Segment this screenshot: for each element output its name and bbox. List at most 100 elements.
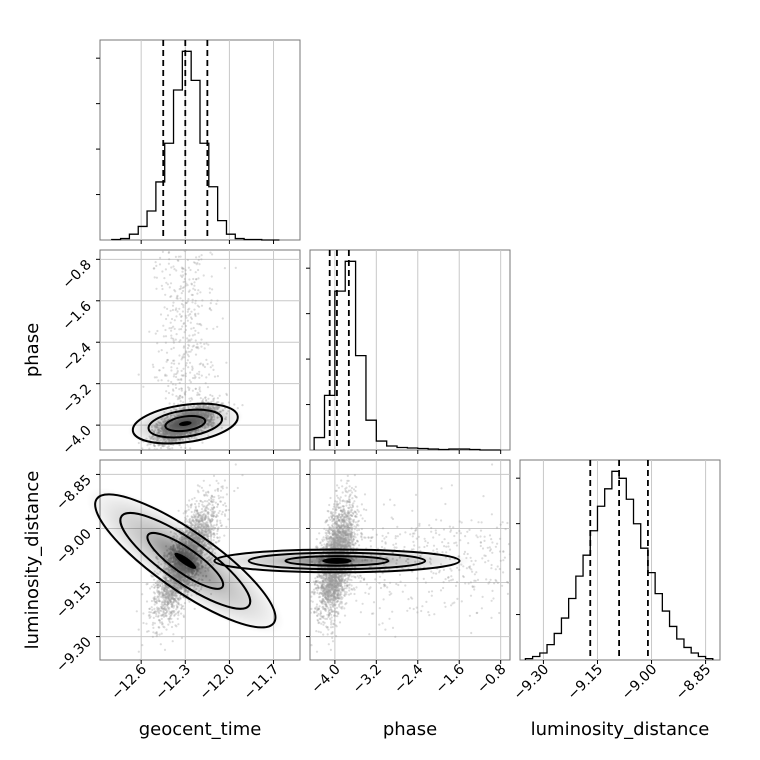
- scatter-point: [164, 293, 167, 296]
- scatter-point: [191, 365, 194, 368]
- scatter-point: [164, 328, 167, 332]
- scatter-point: [176, 617, 179, 621]
- scatter-point: [171, 620, 174, 624]
- scatter-point: [135, 610, 138, 613]
- scatter-point: [153, 276, 156, 279]
- scatter-point: [180, 607, 183, 610]
- scatter-point: [218, 394, 221, 397]
- scatter-point: [168, 402, 171, 405]
- scatter-point: [210, 299, 213, 302]
- scatter-point: [192, 287, 195, 290]
- scatter-point: [181, 289, 185, 293]
- scatter-point: [167, 251, 170, 254]
- scatter-point: [203, 347, 206, 350]
- scatter-point: [213, 375, 217, 378]
- scatter-point: [190, 316, 193, 319]
- scatter-point: [184, 272, 187, 275]
- scatter-point: [199, 342, 202, 345]
- scatter-point: [183, 602, 186, 605]
- scatter-point: [162, 324, 165, 327]
- scatter-point: [219, 519, 222, 522]
- scatter-point: [173, 289, 176, 292]
- scatter-point: [155, 287, 158, 290]
- scatter-point: [175, 386, 178, 390]
- scatter-point: [165, 351, 169, 354]
- scatter-point: [184, 280, 187, 283]
- scatter-point: [184, 249, 187, 252]
- scatter-point: [212, 399, 215, 402]
- scatter-point: [191, 298, 194, 301]
- scatter-point: [141, 644, 144, 647]
- scatter-point: [214, 489, 217, 492]
- scatter-point: [211, 253, 214, 256]
- scatter-point: [201, 441, 204, 444]
- scatter-point: [158, 369, 161, 372]
- scatter-point: [202, 364, 205, 367]
- scatter-point: [148, 447, 151, 450]
- scatter-point: [184, 273, 187, 276]
- scatter-point: [158, 612, 161, 615]
- scatter-point: [167, 391, 171, 395]
- scatter-point: [175, 375, 178, 379]
- scatter-point: [225, 393, 228, 397]
- scatter-point: [177, 396, 180, 399]
- scatter-point: [145, 600, 149, 603]
- scatter-point: [166, 314, 170, 317]
- scatter-point: [176, 367, 179, 370]
- scatter-point: [194, 329, 197, 332]
- scatter-point: [184, 519, 187, 522]
- scatter-point: [168, 616, 172, 619]
- scatter-point: [182, 353, 185, 356]
- scatter-point: [158, 263, 162, 266]
- scatter-point: [161, 250, 164, 253]
- scatter-point: [153, 448, 156, 451]
- scatter-point: [172, 341, 175, 344]
- scatter-point: [194, 339, 197, 342]
- scatter-point: [198, 373, 201, 376]
- scatter-point: [196, 391, 199, 394]
- scatter-point: [163, 648, 167, 652]
- scatter-point: [202, 274, 205, 277]
- scatter-point: [178, 354, 181, 357]
- scatter-point: [199, 397, 202, 400]
- scatter-point: [161, 270, 164, 273]
- scatter-point: [181, 355, 184, 358]
- scatter-point: [206, 386, 210, 389]
- scatter-point: [205, 376, 208, 379]
- scatter-point: [221, 487, 224, 490]
- scatter-point: [175, 269, 178, 272]
- scatter-point: [164, 268, 167, 271]
- scatter-point: [190, 327, 193, 330]
- scatter-point: [194, 299, 197, 302]
- scatter-point: [170, 347, 173, 351]
- scatter-point: [170, 317, 174, 321]
- scatter-point: [170, 362, 173, 365]
- scatter-point: [176, 310, 179, 313]
- scatter-point: [191, 293, 194, 297]
- scatter-point: [172, 265, 175, 268]
- scatter-point: [205, 491, 208, 494]
- scatter-point: [211, 364, 214, 367]
- scatter-point: [190, 516, 194, 519]
- scatter-point: [207, 490, 210, 493]
- scatter-point: [197, 258, 200, 262]
- scatter-point: [191, 301, 194, 304]
- scatter-point: [193, 284, 196, 287]
- scatter-point: [167, 384, 170, 388]
- scatter-point: [180, 358, 183, 361]
- scatter-point: [160, 632, 163, 635]
- scatter-point: [182, 286, 186, 289]
- scatter-point: [208, 291, 211, 294]
- scatter-point: [211, 394, 214, 398]
- scatter-point: [196, 372, 199, 375]
- scatter-point: [183, 322, 186, 325]
- y-tick-label-phase: −0.8: [59, 257, 94, 292]
- scatter-point: [198, 386, 201, 389]
- scatter-point: [167, 262, 170, 265]
- scatter-point: [210, 498, 213, 501]
- scatter-point: [203, 365, 206, 369]
- scatter-point: [153, 444, 156, 447]
- scatter-point: [177, 509, 180, 512]
- scatter-point: [180, 292, 183, 295]
- scatter-point: [162, 335, 165, 338]
